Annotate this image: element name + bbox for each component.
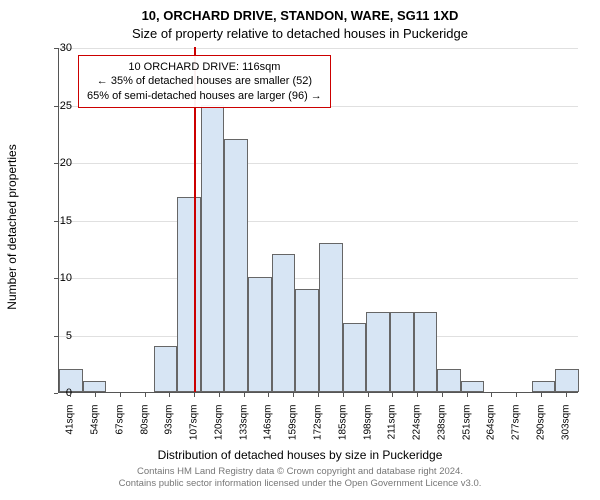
y-tick-mark xyxy=(54,163,58,164)
y-tick-mark xyxy=(54,278,58,279)
histogram-bar xyxy=(319,243,343,393)
chart-title-address: 10, ORCHARD DRIVE, STANDON, WARE, SG11 1… xyxy=(0,8,600,23)
histogram-bar xyxy=(201,105,225,393)
histogram-bar xyxy=(272,254,296,392)
histogram-bar xyxy=(343,323,367,392)
x-tick-mark xyxy=(70,393,71,397)
x-tick-mark xyxy=(343,393,344,397)
x-tick-mark xyxy=(467,393,468,397)
x-tick-mark xyxy=(491,393,492,397)
chart-subtitle: Size of property relative to detached ho… xyxy=(0,26,600,41)
x-tick-mark xyxy=(392,393,393,397)
histogram-bar xyxy=(532,381,556,393)
legend-property-size: 10 ORCHARD DRIVE: 116sqm xyxy=(87,60,322,74)
footer-line-2: Contains public sector information licen… xyxy=(0,478,600,490)
legend-callout-box: 10 ORCHARD DRIVE: 116sqm ← 35% of detach… xyxy=(78,55,331,108)
x-tick-mark xyxy=(318,393,319,397)
histogram-bar xyxy=(154,346,178,392)
x-tick-mark xyxy=(516,393,517,397)
x-tick-mark xyxy=(368,393,369,397)
histogram-bar xyxy=(555,369,579,392)
x-tick-mark xyxy=(194,393,195,397)
histogram-bar xyxy=(177,197,201,393)
attribution-footer: Contains HM Land Registry data © Crown c… xyxy=(0,466,600,491)
x-tick-mark xyxy=(268,393,269,397)
x-tick-mark xyxy=(169,393,170,397)
histogram-bar xyxy=(83,381,107,393)
legend-larger-pct: 65% of semi-detached houses are larger (… xyxy=(87,89,322,103)
histogram-bar xyxy=(224,139,248,392)
y-tick-mark xyxy=(54,393,58,394)
x-tick-mark xyxy=(95,393,96,397)
x-tick-mark xyxy=(120,393,121,397)
histogram-bar xyxy=(366,312,390,393)
x-tick-mark xyxy=(442,393,443,397)
property-size-histogram: 10, ORCHARD DRIVE, STANDON, WARE, SG11 1… xyxy=(0,0,600,500)
x-tick-mark xyxy=(541,393,542,397)
x-tick-mark xyxy=(293,393,294,397)
gridline xyxy=(59,221,578,222)
x-tick-mark xyxy=(244,393,245,397)
histogram-bar xyxy=(248,277,272,392)
histogram-bar xyxy=(437,369,461,392)
x-tick-mark xyxy=(566,393,567,397)
y-tick-mark xyxy=(54,106,58,107)
histogram-bar xyxy=(295,289,319,393)
y-tick-mark xyxy=(54,48,58,49)
legend-smaller-pct: ← 35% of detached houses are smaller (52… xyxy=(87,74,322,88)
x-tick-mark xyxy=(145,393,146,397)
y-tick-mark xyxy=(54,221,58,222)
y-axis-label: Number of detached properties xyxy=(5,107,19,347)
footer-line-1: Contains HM Land Registry data © Crown c… xyxy=(0,466,600,478)
x-axis-label: Distribution of detached houses by size … xyxy=(0,448,600,462)
gridline xyxy=(59,163,578,164)
histogram-bar xyxy=(414,312,438,393)
histogram-bar xyxy=(390,312,414,393)
x-tick-mark xyxy=(417,393,418,397)
histogram-bar xyxy=(461,381,485,393)
gridline xyxy=(59,48,578,49)
x-tick-mark xyxy=(219,393,220,397)
y-tick-mark xyxy=(54,336,58,337)
